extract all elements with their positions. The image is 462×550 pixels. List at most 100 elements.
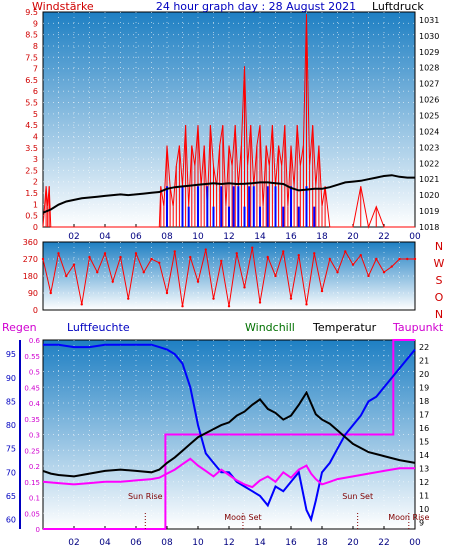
header-left-label: Windstärke xyxy=(32,0,94,13)
pressure-y-tick-label: 1025 xyxy=(419,112,439,121)
wind-y-tick-label: 7 xyxy=(33,65,38,74)
wind-y-tick-label: 8 xyxy=(33,42,38,51)
wind-direction-point xyxy=(173,250,176,253)
wind-direction-point xyxy=(359,254,362,257)
pressure-y-tick-label: 1021 xyxy=(419,175,439,184)
event-label: Moon Rise xyxy=(388,513,429,522)
top-panel-xtick-label: 14 xyxy=(254,232,266,242)
pressure-y-tick-label: 1022 xyxy=(419,159,439,168)
temperature-y-tick-label: 14 xyxy=(419,451,429,460)
wind-direction-point xyxy=(227,305,231,308)
wind-direction-point xyxy=(274,274,277,278)
top-panel-xtick-label: 08 xyxy=(161,232,173,242)
direction-letter-o: O xyxy=(435,291,444,304)
temperature-y-tick-label: 21 xyxy=(419,356,429,365)
temperature-y-tick-label: 22 xyxy=(419,343,429,352)
temperature-y-tick-label: 15 xyxy=(419,437,429,446)
rain-y-tick-label: 0.45 xyxy=(24,384,40,392)
wind-direction-point xyxy=(189,255,192,259)
temperature-y-tick-label: 17 xyxy=(419,410,429,419)
humidity-y-tick-label: 70 xyxy=(6,468,16,477)
wind-direction-point xyxy=(336,271,339,274)
direction-y-tick-label: 360 xyxy=(23,238,38,247)
wind-y-tick-label: 0 xyxy=(33,223,38,232)
humidity-y-tick-label: 90 xyxy=(6,374,16,383)
rain-y-tick-label: 0.4 xyxy=(29,400,41,408)
rain-y-tick-label: 0.55 xyxy=(24,353,40,361)
wind-direction-point xyxy=(150,257,153,261)
pressure-y-tick-label: 1027 xyxy=(419,80,439,89)
rain-y-tick-label: 0.1 xyxy=(29,495,40,503)
pressure-y-tick-label: 1020 xyxy=(419,191,439,200)
temperature-line xyxy=(42,390,416,478)
wind-direction-point xyxy=(305,303,308,306)
humidity-y-tick-label: 95 xyxy=(6,350,16,359)
bottom-panel-xtick-label: 08 xyxy=(161,538,173,548)
wind-direction-point xyxy=(103,252,107,255)
bottom-panel-xtick-label: 04 xyxy=(99,538,111,548)
wind-direction-point xyxy=(119,255,122,259)
rain-y-tick-label: 0 xyxy=(36,526,40,534)
label-regen: Regen xyxy=(2,321,37,334)
wind-direction-point xyxy=(49,291,52,295)
wind-direction-point xyxy=(220,259,223,263)
wind-direction-point xyxy=(398,257,401,261)
wind-y-tick-label: 8.5 xyxy=(25,31,38,40)
pressure-y-tick-label: 1028 xyxy=(419,64,439,73)
bottom-panel-xtick-label: 22 xyxy=(378,538,389,548)
wind-y-tick-label: 4.5 xyxy=(25,121,38,130)
pressure-y-tick-label: 1030 xyxy=(419,32,439,41)
direction-y-tick-label: 90 xyxy=(28,289,38,298)
rain-y-tick-label: 0.15 xyxy=(24,479,40,487)
wind-direction-point xyxy=(134,252,138,255)
top-panel-xtick-label: 00 xyxy=(409,232,421,242)
wind-direction-point xyxy=(165,291,169,295)
bottom-panel-xtick-label: 12 xyxy=(223,538,234,548)
top-panel-xtick-label: 22 xyxy=(378,232,389,242)
rain-y-tick-label: 0.2 xyxy=(29,463,40,471)
direction-y-tick-label: 180 xyxy=(23,272,38,281)
wind-direction-point xyxy=(413,257,417,261)
wind-direction-point xyxy=(320,289,324,293)
label-luftfeuchte: Luftfeuchte xyxy=(67,321,130,334)
direction-y-tick-label: 270 xyxy=(23,255,38,264)
wind-y-tick-label: 3.5 xyxy=(25,144,38,153)
wind-direction-point xyxy=(111,280,114,283)
temperature-y-tick-label: 18 xyxy=(419,397,429,406)
wind-direction-point xyxy=(88,255,91,259)
pressure-y-tick-label: 1031 xyxy=(419,16,439,25)
direction-letter-w: W xyxy=(434,257,445,270)
humidity-line xyxy=(43,343,416,523)
wind-y-tick-label: 4 xyxy=(33,132,38,141)
pressure-y-tick-label: 1024 xyxy=(419,127,439,136)
wind-direction-point xyxy=(57,252,60,255)
humidity-y-tick-label: 60 xyxy=(6,516,16,525)
wind-y-tick-label: 1.5 xyxy=(25,189,38,198)
wind-direction-point xyxy=(406,257,409,261)
wind-direction-point xyxy=(196,280,200,283)
bottom-panel-xtick-label: 14 xyxy=(254,538,266,548)
event-label: Moon Set xyxy=(224,513,261,522)
rain-y-tick-label: 0.35 xyxy=(24,416,40,424)
bottom-panel-xtick-label: 00 xyxy=(409,538,421,548)
wind-speed-line xyxy=(42,14,415,229)
header-title: 24 hour graph day : 28 August 2021 xyxy=(156,0,356,13)
top-panel-xtick-label: 20 xyxy=(347,232,359,242)
top-panel-xtick-label: 04 xyxy=(99,232,111,242)
bottom-panel-xtick-label: 20 xyxy=(347,538,359,548)
temperature-y-tick-label: 16 xyxy=(419,424,429,433)
wind-direction-point xyxy=(235,252,238,255)
pressure-y-tick-label: 1019 xyxy=(419,207,439,216)
direction-letter-n-bottom: N xyxy=(435,308,443,321)
event-label: Sun Set xyxy=(342,492,373,501)
wind-direction-point xyxy=(328,257,331,261)
wind-direction-point xyxy=(344,250,347,253)
pressure-y-tick-label: 1029 xyxy=(419,48,439,57)
wind-direction-point xyxy=(243,286,246,289)
wind-direction-point xyxy=(297,254,300,257)
wind-y-tick-label: 3 xyxy=(33,155,38,164)
temperature-y-tick-label: 13 xyxy=(419,464,429,473)
bottom-panel-xtick-label: 10 xyxy=(192,538,204,548)
